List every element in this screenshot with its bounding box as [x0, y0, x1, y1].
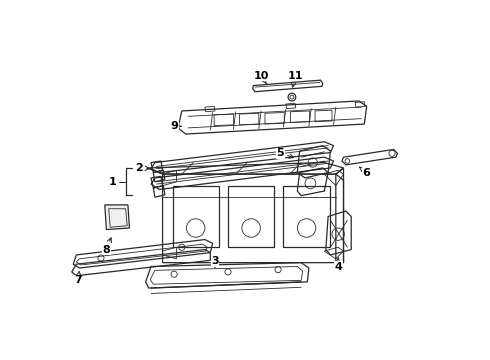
Text: 2: 2: [136, 163, 149, 173]
Text: 9: 9: [170, 121, 181, 131]
Text: 7: 7: [74, 271, 82, 285]
Text: 8: 8: [102, 238, 112, 255]
Text: 11: 11: [287, 71, 303, 87]
Text: 1: 1: [109, 177, 117, 187]
Text: 3: 3: [211, 256, 219, 267]
Text: 5: 5: [276, 148, 294, 158]
Text: 10: 10: [253, 71, 269, 84]
Text: 6: 6: [360, 167, 370, 177]
Text: 4: 4: [334, 258, 342, 271]
Polygon shape: [105, 205, 129, 230]
